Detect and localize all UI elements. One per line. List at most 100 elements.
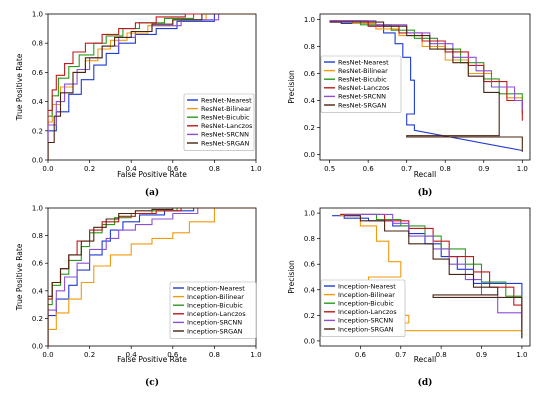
x-tick-label: 0.5	[324, 165, 335, 173]
legend-box	[320, 55, 402, 113]
x-tick-label: 0.6	[355, 351, 367, 359]
x-tick-label: 0.6	[167, 351, 179, 359]
x-tick-label: 0.4	[126, 351, 138, 359]
y-axis-title: True Positive Rate	[15, 53, 24, 121]
panel-label: (c)	[145, 377, 159, 388]
legend-label: Inception-Bicubic	[338, 300, 394, 308]
legend: Inception-NearestInception-BilinearIncep…	[169, 281, 257, 339]
legend-label: Inception-Lanczos	[338, 308, 397, 316]
plot-frame	[47, 13, 257, 161]
x-tick-label: 0.8	[209, 165, 220, 173]
y-tick-label: 0.0	[32, 157, 43, 165]
series-line-inception-nearest	[48, 207, 256, 346]
x-axis-title: False Positive Rate	[117, 355, 187, 364]
legend-label: Inception-SRGAN	[338, 325, 394, 333]
plot-frame	[319, 13, 531, 161]
x-tick-label: 0.9	[478, 165, 489, 173]
x-tick-label: 0.7	[401, 165, 412, 173]
plot-frame	[47, 207, 257, 347]
legend-label: ResNet-Lanczos	[201, 122, 253, 130]
legend-box	[183, 93, 255, 151]
x-tick-label: 0.0	[42, 351, 53, 359]
legend-label: ResNet-Bilinear	[201, 105, 251, 113]
legend-box	[169, 281, 257, 339]
y-tick-label: 0.8	[304, 235, 315, 243]
x-tick-label: 0.0	[42, 165, 53, 173]
series-line-inception-bilinear	[48, 207, 256, 346]
x-axis-title: False Positive Rate	[117, 170, 187, 179]
legend-label: ResNet-Bilinear	[338, 67, 388, 75]
y-tick-label: 0.4	[32, 98, 44, 106]
x-tick-label: 1.0	[250, 165, 261, 173]
series-line-resnet-lanczos	[48, 13, 256, 160]
x-tick-label: 1.0	[250, 351, 261, 359]
legend-label: ResNet-Bicubic	[201, 114, 250, 122]
y-tick-label: 0.6	[32, 69, 44, 77]
x-tick-label: 1.0	[517, 165, 528, 173]
y-tick-label: 0.2	[304, 124, 315, 132]
x-tick-label: 0.2	[84, 351, 95, 359]
legend-label: Inception-Bicubic	[187, 302, 243, 310]
legend-label: Inception-SRCNN	[338, 317, 393, 325]
panel-a: 0.0 0.2 0.4 0.6 0.8 1.0 0.0 0.2 0.4 0.6 0.8 1.0 Fals…	[15, 11, 262, 199]
y-tick-label: 1.0	[304, 16, 315, 24]
y-tick-label: 1.0	[304, 210, 315, 218]
x-tick-label: 0.6	[167, 165, 179, 173]
series-line-inception-srgan	[344, 215, 523, 339]
x-axis-title: Recall	[414, 355, 436, 364]
x-tick-label: 0.4	[126, 165, 138, 173]
legend-label: Inception-Nearest	[187, 284, 245, 292]
plot-frame	[319, 207, 531, 347]
series-line-resnet-srgan	[329, 21, 523, 152]
y-axis-title: Precision	[287, 260, 296, 294]
y-tick-label: 1.0	[32, 205, 43, 213]
x-tick-label: 0.7	[395, 351, 406, 359]
panel-d: 0.6 0.7 0.8 0.9 1.0 0.0 0.2 0.4 0.6 0.8 1.0 Recall P…	[287, 207, 531, 388]
legend-label: ResNet-SRCNN	[338, 93, 386, 101]
y-axis-title: Precision	[287, 70, 296, 104]
legend-label: Inception-SRCNN	[187, 319, 242, 327]
legend: ResNet-NearestResNet-BilinearResNet-Bicu…	[183, 93, 255, 151]
panel-b: 0.5 0.6 0.7 0.8 0.9 1.0 0.0 0.2 0.4 0.6 0.8 1.0 Reca…	[287, 13, 531, 198]
y-tick-label: 0.4	[32, 287, 44, 295]
y-tick-label: 0.6	[304, 70, 316, 78]
series-line-inception-srgan	[48, 207, 256, 346]
legend-label: ResNet-SRGAN	[201, 139, 249, 147]
series-line-inception-srcnn	[48, 207, 256, 346]
x-tick-label: 0.9	[476, 351, 487, 359]
y-tick-label: 0.2	[32, 127, 43, 135]
y-axis-title: True Positive Rate	[15, 243, 24, 311]
y-tick-label: 0.8	[304, 43, 315, 51]
legend-label: Inception-Bilinear	[187, 293, 244, 301]
panel-label: (b)	[418, 187, 433, 198]
x-tick-label: 0.8	[209, 351, 220, 359]
x-tick-label: 0.8	[440, 165, 451, 173]
y-tick-label: 0.0	[304, 337, 315, 345]
legend-label: ResNet-SRCNN	[201, 131, 249, 139]
legend-label: ResNet-Nearest	[338, 58, 389, 66]
series-line-resnet-srgan	[48, 13, 256, 160]
legend-label: ResNet-Bicubic	[338, 76, 387, 84]
panel-label: (a)	[145, 187, 159, 198]
legend-label: ResNet-Lanczos	[338, 84, 390, 92]
x-tick-label: 1.0	[516, 351, 527, 359]
legend-box	[320, 279, 406, 337]
x-tick-label: 0.8	[436, 351, 447, 359]
y-tick-label: 0.2	[304, 312, 315, 320]
panel-label: (d)	[418, 377, 433, 388]
y-tick-label: 0.2	[32, 315, 43, 323]
y-tick-label: 0.6	[304, 261, 316, 269]
y-tick-label: 0.6	[32, 260, 44, 268]
x-tick-label: 0.2	[84, 165, 95, 173]
y-tick-label: 0.8	[32, 40, 43, 48]
y-tick-label: 0.4	[304, 286, 316, 294]
panel-c: 0.0 0.2 0.4 0.6 0.8 1.0 0.0 0.2 0.4 0.6 0.8 1.0 Fals…	[15, 205, 262, 389]
x-tick-label: 0.6	[363, 165, 375, 173]
legend-label: Inception-SRGAN	[187, 327, 243, 335]
legend-label: Inception-Nearest	[338, 282, 396, 290]
legend-label: Inception-Bilinear	[338, 291, 395, 299]
y-tick-label: 0.0	[32, 343, 43, 351]
y-tick-label: 1.0	[32, 11, 43, 19]
x-axis-title: Recall	[414, 170, 436, 179]
